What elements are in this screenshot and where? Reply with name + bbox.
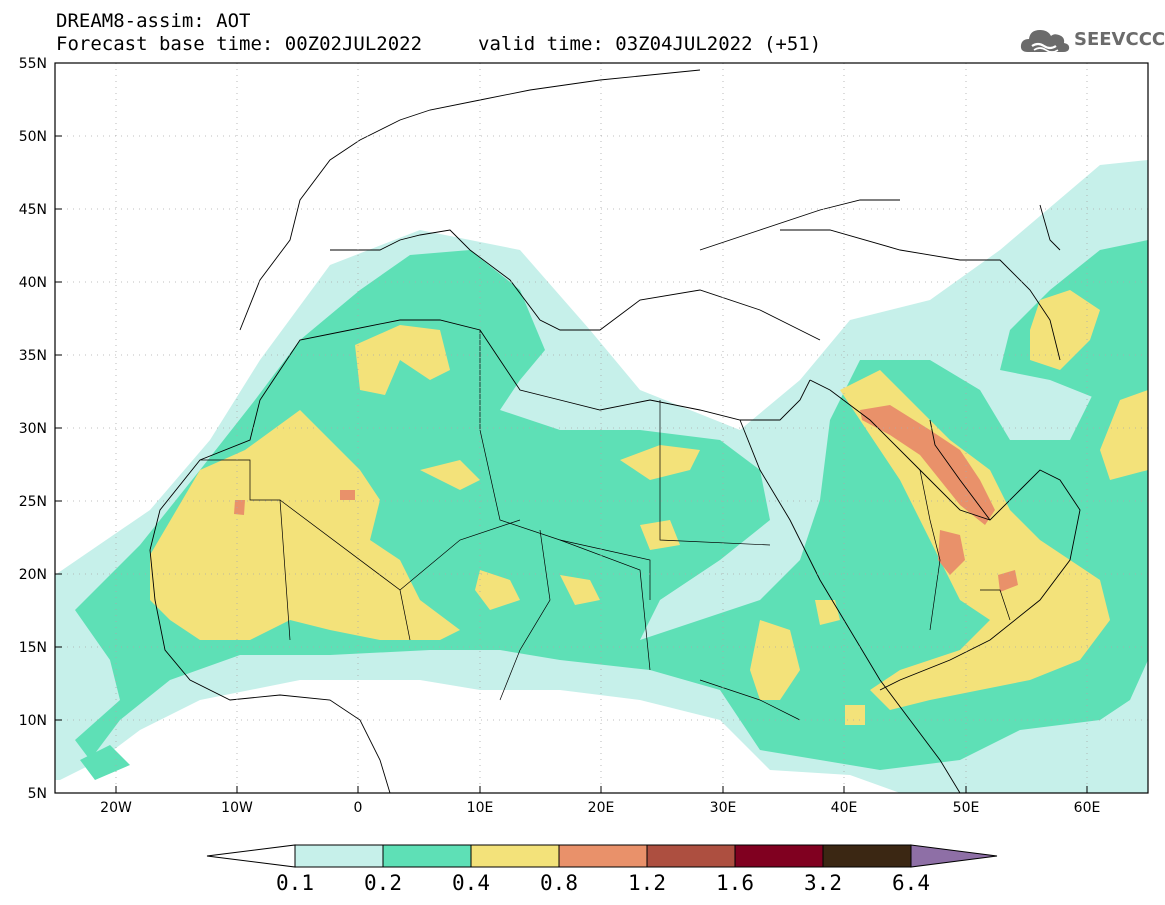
colorbar-under-triangle	[206, 844, 296, 868]
lat-label: 45N	[19, 202, 47, 218]
coastlines	[149, 69, 1081, 793]
aot-fields	[55, 160, 1148, 793]
lat-label: 50N	[19, 129, 47, 145]
lon-label: 10W	[221, 800, 253, 816]
colorbar-swatch	[382, 844, 472, 868]
colorbar-swatch	[558, 844, 648, 868]
lat-label: 55N	[19, 56, 47, 72]
colorbar-swatch	[822, 844, 912, 868]
lon-label: 40E	[831, 800, 858, 816]
colorbar-label: 0.2	[364, 871, 402, 895]
colorbar	[206, 844, 998, 868]
lat-label: 30N	[19, 421, 47, 437]
lat-label: 25N	[19, 494, 47, 510]
forecast-base-time: Forecast base time: 00Z02JUL2022	[56, 33, 423, 55]
lat-label: 10N	[19, 713, 47, 729]
colorbar-label: 3.2	[804, 871, 842, 895]
colorbar-label: 1.6	[716, 871, 754, 895]
lat-label: 5N	[28, 786, 47, 802]
tick-marks	[55, 62, 1088, 794]
colorbar-label: 0.8	[540, 871, 578, 895]
lon-label: 0	[354, 800, 363, 816]
aot-band-0.4	[150, 290, 1148, 725]
lon-label: 50E	[953, 800, 980, 816]
colorbar-label: 0.4	[452, 871, 490, 895]
colorbar-label: 6.4	[892, 871, 930, 895]
colorbar-swatch	[734, 844, 824, 868]
seevccc-logo: SEEVCCC	[1018, 24, 1165, 56]
aot-band-0.8	[234, 405, 1018, 592]
colorbar-label: 0.1	[276, 871, 314, 895]
colorbar-swatch	[470, 844, 560, 868]
cloud-icon	[1020, 30, 1070, 53]
country-borders	[200, 330, 1011, 721]
lat-label: 40N	[19, 275, 47, 291]
lon-labels: 20W 10W 0 10E 20E 30E 40E 50E 60E	[100, 800, 1100, 816]
lon-label: 20E	[588, 800, 615, 816]
graticule	[55, 63, 1148, 793]
colorbar-swatch	[646, 844, 736, 868]
lon-label: 30E	[710, 800, 737, 816]
lat-label: 20N	[19, 567, 47, 583]
lat-label: 15N	[19, 640, 47, 656]
lon-label: 60E	[1074, 800, 1101, 816]
colorbar-over-triangle	[910, 844, 998, 868]
valid-time: valid time: 03Z04JUL2022 (+51)	[478, 33, 822, 55]
lat-labels: 55N 50N 45N 40N 35N 30N 25N 20N 15N 10N …	[19, 56, 47, 802]
lon-label: 10E	[467, 800, 494, 816]
colorbar-swatch	[294, 844, 384, 868]
lon-label: 20W	[100, 800, 132, 816]
logo-text: SEEVCCC	[1074, 29, 1165, 50]
colorbar-label: 1.2	[628, 871, 666, 895]
lat-label: 35N	[19, 348, 47, 364]
map-title: DREAM8-assim: AOT	[56, 10, 251, 32]
